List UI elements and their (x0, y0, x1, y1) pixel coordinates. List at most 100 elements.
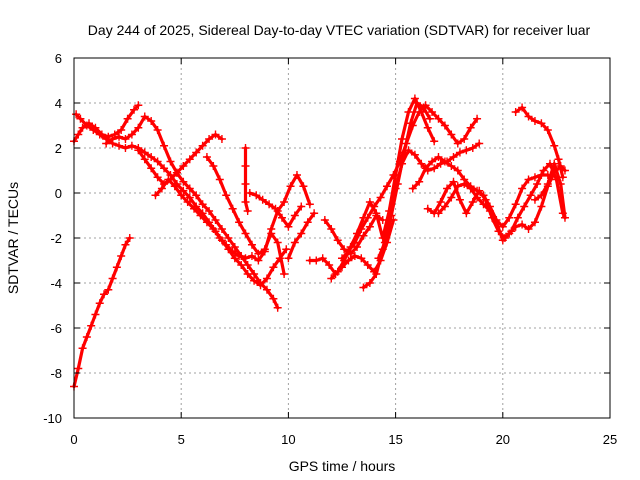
data-point (222, 240, 231, 249)
y-axis-label: SDTVAR / TECUs (5, 182, 21, 294)
data-point (102, 139, 111, 148)
data-point (359, 231, 368, 240)
data-point (82, 121, 91, 130)
data-point (121, 240, 130, 249)
data-point (453, 139, 462, 148)
data-point (492, 218, 501, 227)
data-point (134, 146, 143, 155)
data-point (192, 148, 201, 157)
data-point (164, 175, 173, 184)
data-point (265, 200, 274, 209)
grid-lines (74, 58, 610, 418)
data-point (215, 175, 224, 184)
data-point (217, 135, 226, 143)
data-point (284, 254, 293, 263)
data-point (185, 155, 194, 164)
series-line (533, 162, 567, 220)
data-point (117, 126, 126, 134)
y-tick-label: -4 (50, 276, 62, 291)
series-track-20 (511, 103, 567, 182)
data-point (273, 238, 282, 247)
series-line (72, 236, 132, 389)
data-point (423, 204, 432, 213)
data-point (372, 209, 381, 218)
data-point (434, 114, 443, 123)
x-tick-label: 25 (603, 432, 617, 447)
data-point (243, 261, 252, 269)
data-point (140, 112, 149, 121)
data-point (262, 274, 271, 283)
data-point (100, 290, 109, 299)
y-tick-label: -10 (43, 411, 62, 426)
data-point (498, 236, 507, 245)
data-point (513, 213, 522, 222)
data-point (115, 132, 124, 141)
data-point (228, 247, 237, 256)
data-point (151, 191, 160, 200)
data-point (269, 263, 278, 272)
data-point (466, 123, 475, 132)
data-point (153, 173, 162, 182)
data-point (556, 180, 565, 188)
data-point (74, 364, 83, 373)
data-point (76, 114, 85, 123)
data-point (449, 153, 458, 161)
data-point (518, 220, 527, 229)
data-point (140, 155, 149, 164)
data-point (430, 137, 439, 146)
data-point (198, 200, 207, 209)
data-point (460, 180, 469, 188)
data-point (425, 114, 434, 123)
data-point (511, 200, 520, 209)
series-track-4 (102, 112, 282, 312)
data-point (466, 184, 475, 193)
data-point (215, 234, 224, 242)
y-tick-label: 0 (55, 186, 62, 201)
data-point (235, 252, 244, 260)
data-point (530, 117, 539, 125)
data-point (393, 180, 402, 188)
data-point (95, 299, 104, 308)
data-point (498, 222, 507, 231)
data-point (198, 141, 207, 150)
data-point (87, 321, 96, 330)
data-point (280, 270, 289, 278)
data-point (217, 225, 226, 233)
data-point (153, 157, 162, 166)
data-point (297, 202, 306, 211)
data-point (320, 216, 329, 224)
data-point (241, 144, 250, 152)
data-point (333, 236, 342, 245)
data-point (72, 110, 81, 119)
data-point (147, 117, 156, 125)
data-point (235, 218, 244, 227)
data-point (539, 166, 548, 175)
data-point (383, 182, 392, 191)
data-point (440, 121, 449, 130)
y-tick-label: 6 (55, 51, 62, 66)
data-point (91, 310, 100, 319)
data-point (202, 153, 211, 161)
data-point (209, 225, 218, 233)
data-point (78, 344, 87, 353)
data-point (481, 195, 490, 204)
data-point (269, 294, 278, 303)
data-point (511, 222, 520, 231)
data-point (406, 119, 415, 128)
data-point (108, 135, 117, 143)
data-point (267, 229, 276, 238)
data-point (434, 153, 443, 161)
data-point (230, 243, 239, 251)
data-point (134, 101, 143, 110)
data-point (82, 333, 91, 341)
data-point (537, 191, 546, 200)
data-point (473, 114, 482, 123)
series-track-1 (70, 234, 134, 391)
data-point (185, 184, 194, 193)
data-point (537, 202, 546, 211)
data-point (533, 180, 542, 188)
data-point (518, 103, 527, 112)
data-point (380, 238, 389, 247)
data-point (376, 193, 385, 202)
